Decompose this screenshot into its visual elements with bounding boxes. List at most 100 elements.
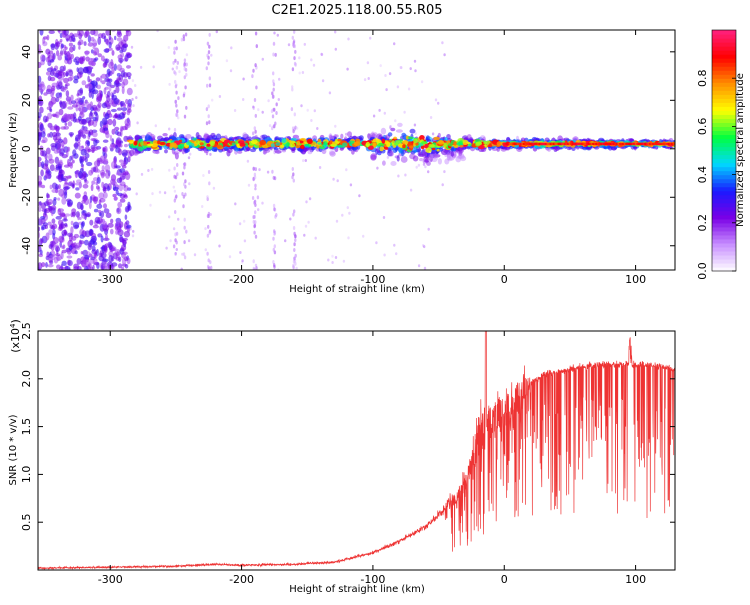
noise-cell <box>87 120 91 127</box>
faint-cell <box>304 224 308 228</box>
noise-cell <box>63 137 68 145</box>
noise-cell <box>81 80 87 86</box>
x-tick-label: 0 <box>501 273 508 286</box>
noise-cell <box>51 223 58 230</box>
band-core-cell <box>456 142 463 146</box>
x-tick-label: 100 <box>625 273 646 286</box>
noise-cell <box>100 235 104 243</box>
noise-cell <box>98 199 102 205</box>
noise-cell <box>53 197 57 201</box>
colorbar-step <box>712 150 736 156</box>
faint-cell <box>310 119 313 122</box>
noise-cell <box>47 264 54 268</box>
noise-cell <box>119 193 126 199</box>
faint-cell <box>254 187 257 191</box>
streak-cell <box>255 85 258 90</box>
faint-cell <box>172 185 175 189</box>
noise-cell <box>98 212 102 217</box>
streak-cell <box>272 87 275 92</box>
faint-cell <box>295 266 298 270</box>
faint-cell <box>168 215 171 219</box>
streak-cell <box>253 200 256 205</box>
noise-cell <box>78 45 81 50</box>
faint-cell <box>150 167 154 171</box>
streak-cell <box>272 41 276 46</box>
band-halo-cell <box>340 133 344 139</box>
streak-cell <box>292 129 295 134</box>
noise-cell <box>121 45 127 53</box>
streak-cell <box>272 79 275 84</box>
noise-cell <box>41 139 46 144</box>
noise-cell <box>113 89 116 95</box>
noise-cell <box>108 41 112 48</box>
band-core-cell <box>299 144 305 149</box>
noise-cell <box>63 77 69 84</box>
noise-cell <box>103 208 110 214</box>
faint-cell <box>393 243 396 247</box>
noise-cell <box>73 153 79 159</box>
noise-cell <box>107 118 113 126</box>
colorbar-step <box>712 186 736 192</box>
noise-cell <box>57 197 61 201</box>
colorbar-step <box>712 130 736 136</box>
faint-cell <box>187 156 191 160</box>
streak-cell <box>206 41 210 46</box>
noise-cell <box>83 41 87 46</box>
faint-cell <box>394 119 397 123</box>
band-halo-cell <box>148 135 152 140</box>
faint-cell <box>185 53 189 57</box>
noise-cell <box>63 30 69 36</box>
noise-cell <box>87 42 94 47</box>
streak-cell <box>174 175 178 180</box>
faint-cell <box>334 47 337 51</box>
noise-cell <box>110 218 114 224</box>
faint-cell <box>204 227 207 231</box>
noise-cell <box>121 86 125 95</box>
faint-cell <box>417 163 421 167</box>
colorbar-step <box>712 146 736 152</box>
band-core-cell <box>307 138 313 144</box>
band-core-cell <box>290 143 296 148</box>
band-halo-cell <box>382 160 386 166</box>
faint-cell <box>363 78 367 82</box>
faint-cell <box>386 155 390 159</box>
streak-cell <box>175 240 178 245</box>
colorbar-step <box>712 46 736 51</box>
snr-series <box>38 331 675 570</box>
noise-cell <box>49 260 54 265</box>
noise-cell <box>54 156 60 164</box>
faint-cell <box>345 132 348 136</box>
streak-cell <box>272 82 276 87</box>
noise-cell <box>38 75 42 84</box>
noise-cell <box>83 265 89 270</box>
noise-cell <box>68 69 74 77</box>
noise-cell <box>115 79 120 84</box>
band-halo-cell <box>367 133 371 140</box>
faint-cell <box>212 186 216 190</box>
noise-cell <box>92 131 98 138</box>
snr-multiplier: (x104) <box>9 319 22 353</box>
noise-cell <box>74 192 81 199</box>
streak-cell <box>272 175 275 180</box>
colorbar-gradient <box>712 30 736 272</box>
noise-cell <box>81 118 87 125</box>
noise-cell <box>66 255 73 259</box>
noise-cell <box>113 63 117 71</box>
colorbar-step <box>712 262 736 268</box>
noise-cell <box>59 65 65 72</box>
streak-cell <box>208 76 211 81</box>
colorbar-step <box>712 214 736 220</box>
colorbar-step <box>712 162 736 168</box>
colorbar-tick-label: 0.2 <box>696 214 709 232</box>
streak-cell <box>292 40 296 45</box>
noise-cell <box>48 158 55 164</box>
noise-cell <box>92 104 97 111</box>
streak-cell <box>253 267 256 270</box>
faint-cell <box>257 108 260 112</box>
faint-cell <box>261 110 264 114</box>
noise-cell <box>47 221 52 226</box>
faint-cell <box>246 159 250 163</box>
noise-cell <box>124 206 130 213</box>
spectrogram-frame <box>37 29 676 271</box>
noise-cell <box>87 35 91 43</box>
